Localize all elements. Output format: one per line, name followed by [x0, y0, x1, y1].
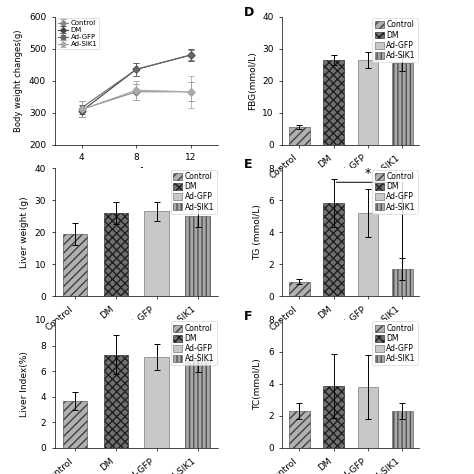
- Bar: [392, 269, 412, 296]
- Y-axis label: TG (mmol/L): TG (mmol/L): [254, 204, 263, 260]
- Legend: Control, DM, Ad-GFP, Ad-SIK1: Control, DM, Ad-GFP, Ad-SIK1: [56, 18, 100, 49]
- Legend: Control, DM, Ad-GFP, Ad-SIK1: Control, DM, Ad-GFP, Ad-SIK1: [171, 321, 217, 365]
- Bar: [289, 411, 310, 448]
- Bar: [103, 213, 128, 296]
- Bar: [323, 203, 344, 296]
- Legend: Control, DM, Ad-GFP, Ad-SIK1: Control, DM, Ad-GFP, Ad-SIK1: [373, 321, 418, 365]
- Bar: [357, 60, 378, 145]
- Bar: [323, 385, 344, 448]
- Text: *: *: [365, 167, 371, 180]
- Text: D: D: [244, 6, 254, 19]
- Legend: Control, DM, Ad-GFP, Ad-SIK1: Control, DM, Ad-GFP, Ad-SIK1: [373, 170, 418, 214]
- Text: F: F: [244, 310, 252, 323]
- Bar: [185, 360, 210, 448]
- Y-axis label: Liver weight (g): Liver weight (g): [20, 196, 29, 268]
- Bar: [63, 401, 87, 448]
- Bar: [357, 213, 378, 296]
- Bar: [289, 282, 310, 296]
- Legend: Control, DM, Ad-GFP, Ad-SIK1: Control, DM, Ad-GFP, Ad-SIK1: [171, 170, 217, 214]
- Bar: [289, 127, 310, 145]
- Bar: [145, 357, 169, 448]
- Y-axis label: Liver Index(%): Liver Index(%): [20, 351, 29, 417]
- Bar: [392, 63, 412, 145]
- Bar: [145, 211, 169, 296]
- Bar: [63, 234, 87, 296]
- Bar: [185, 216, 210, 296]
- Legend: Control, DM, Ad-GFP, Ad-SIK1: Control, DM, Ad-GFP, Ad-SIK1: [373, 18, 418, 62]
- Bar: [392, 411, 412, 448]
- Bar: [103, 355, 128, 448]
- Y-axis label: FBG(mmol/L): FBG(mmol/L): [247, 51, 256, 110]
- Y-axis label: TC(mmol/L): TC(mmol/L): [254, 358, 263, 410]
- X-axis label: weeks: weeks: [119, 167, 154, 177]
- Y-axis label: Body weight changes(g): Body weight changes(g): [14, 29, 23, 132]
- Bar: [323, 60, 344, 145]
- Text: E: E: [244, 158, 252, 171]
- Bar: [357, 387, 378, 448]
